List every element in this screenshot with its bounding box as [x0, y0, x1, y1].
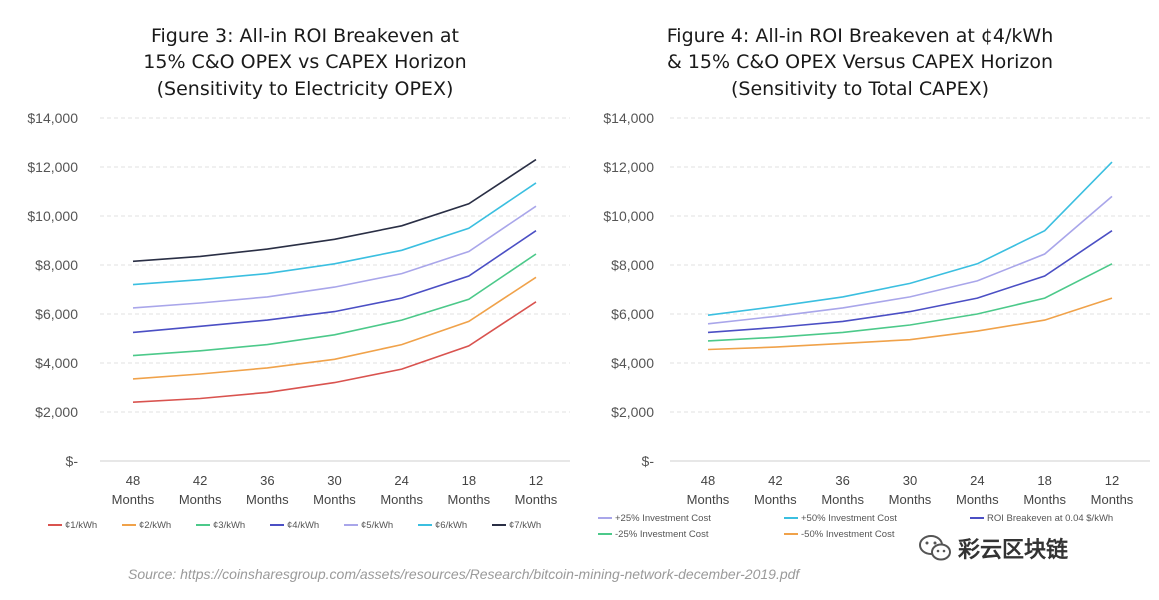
fig4-y-tick-label: $- — [642, 453, 655, 469]
fig3-x-tick-label: 18 — [462, 473, 476, 488]
fig4-y-tick-label: $4,000 — [611, 355, 654, 371]
fig3-title-line: 15% C&O OPEX vs CAPEX Horizon — [143, 51, 466, 73]
fig3-x-tick-label: 12 — [529, 473, 543, 488]
fig3-y-tick-label: $10,000 — [27, 208, 78, 224]
fig3-legend-label: ¢7/kWh — [509, 520, 541, 531]
fig4-y-tick-label: $10,000 — [603, 208, 654, 224]
fig3-y-tick-label: $2,000 — [35, 404, 78, 420]
fig3-y-tick-label: $8,000 — [35, 257, 78, 273]
figure-4-chart: Figure 4: All-in ROI Breakeven at ¢4/kWh… — [598, 25, 1150, 540]
fig4-legend-label: -50% Investment Cost — [801, 529, 895, 540]
fig3-y-tick-label: $6,000 — [35, 306, 78, 322]
fig3-x-tick-label: 36 — [260, 473, 274, 488]
fig4-title-line: & 15% C&O OPEX Versus CAPEX Horizon — [667, 51, 1053, 73]
wechat-icon — [919, 535, 951, 561]
fig3-series-line — [132, 205, 537, 309]
fig4-legend-label: ROI Breakeven at 0.04 $/kWh — [987, 513, 1113, 524]
fig4-legend-label: +25% Investment Cost — [615, 513, 711, 524]
fig4-y-tick-label: $6,000 — [611, 306, 654, 322]
fig3-x-tick-label: Months — [112, 492, 155, 507]
fig3-y-tick-label: $- — [66, 453, 79, 469]
fig3-legend-label: ¢5/kWh — [361, 520, 393, 531]
fig3-legend-label: ¢4/kWh — [287, 520, 319, 531]
fig3-series-line — [132, 182, 537, 286]
fig3-series-line — [132, 158, 537, 263]
fig3-x-tick-label: 24 — [394, 473, 408, 488]
fig4-y-tick-label: $8,000 — [611, 257, 654, 273]
fig4-x-tick-label: 48 — [701, 473, 715, 488]
fig4-series-line — [707, 195, 1113, 325]
fig3-legend-label: ¢6/kWh — [435, 520, 467, 531]
fig3-series-line — [132, 276, 537, 380]
fig3-x-tick-label: 30 — [327, 473, 341, 488]
fig4-y-tick-label: $14,000 — [603, 110, 654, 126]
fig3-legend-label: ¢3/kWh — [213, 520, 245, 531]
fig4-y-tick-label: $12,000 — [603, 159, 654, 175]
fig4-legend-label: -25% Investment Cost — [615, 529, 709, 540]
fig4-title-line: (Sensitivity to Total CAPEX) — [731, 78, 989, 100]
fig4-x-tick-label: 36 — [835, 473, 849, 488]
fig3-series-line — [132, 253, 537, 357]
fig4-x-tick-label: Months — [1091, 492, 1134, 507]
fig3-x-tick-label: Months — [313, 492, 356, 507]
fig3-x-tick-label: Months — [448, 492, 491, 507]
fig3-x-tick-label: Months — [246, 492, 289, 507]
fig4-x-tick-label: Months — [956, 492, 999, 507]
fig4-x-tick-label: Months — [754, 492, 797, 507]
watermark: 彩云区块链 — [918, 532, 1068, 564]
fig3-x-tick-label: Months — [380, 492, 423, 507]
fig4-x-tick-label: Months — [821, 492, 864, 507]
watermark-text: 彩云区块链 — [958, 538, 1069, 563]
fig3-x-tick-label: 42 — [193, 473, 207, 488]
fig4-x-tick-label: 24 — [970, 473, 984, 488]
fig4-series-line — [707, 263, 1113, 342]
fig3-x-tick-label: 48 — [126, 473, 140, 488]
fig3-x-tick-label: Months — [179, 492, 222, 507]
fig4-x-tick-label: 18 — [1037, 473, 1051, 488]
fig4-x-tick-label: 42 — [768, 473, 782, 488]
fig3-y-tick-label: $14,000 — [27, 110, 78, 126]
source-caption: Source: https://coinsharesgroup.com/asse… — [128, 566, 800, 582]
fig4-series-line — [707, 161, 1113, 316]
fig3-y-tick-label: $12,000 — [27, 159, 78, 175]
fig4-x-tick-label: Months — [1023, 492, 1066, 507]
fig4-x-tick-label: 12 — [1105, 473, 1119, 488]
fig4-legend-label: +50% Investment Cost — [801, 513, 897, 524]
fig3-title-line: (Sensitivity to Electricity OPEX) — [157, 78, 454, 100]
fig3-legend-label: ¢2/kWh — [139, 520, 171, 531]
fig4-x-tick-label: Months — [687, 492, 730, 507]
fig4-series-line — [707, 297, 1113, 351]
fig4-x-tick-label: 30 — [903, 473, 917, 488]
fig3-title-line: Figure 3: All-in ROI Breakeven at — [151, 25, 459, 47]
fig4-y-tick-label: $2,000 — [611, 404, 654, 420]
fig4-title-line: Figure 4: All-in ROI Breakeven at ¢4/kWh — [667, 25, 1054, 47]
fig3-series-line — [132, 230, 537, 334]
figure-3-chart: Figure 3: All-in ROI Breakeven at 15% C&O… — [27, 25, 570, 531]
fig4-x-tick-label: Months — [889, 492, 932, 507]
fig3-series-line — [132, 301, 537, 403]
fig3-x-tick-label: Months — [515, 492, 558, 507]
fig3-legend-label: ¢1/kWh — [65, 520, 97, 531]
fig3-y-tick-label: $4,000 — [35, 355, 78, 371]
fig4-series-line — [707, 230, 1113, 334]
